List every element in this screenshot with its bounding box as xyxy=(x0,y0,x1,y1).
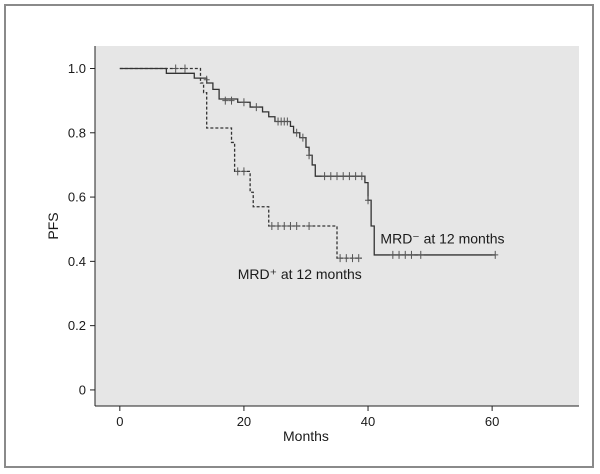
censor-mark-mrd-negative xyxy=(321,172,328,181)
censor-mark-mrd-positive xyxy=(234,167,241,176)
x-tick-label: 20 xyxy=(237,414,251,429)
series-layer xyxy=(119,64,499,263)
y-axis-label: PFS xyxy=(45,212,61,239)
km-chart: 0 20 40 60 0 0.2 0.4 0.6 0.8 1.0 MRD⁻ at 12 month… xyxy=(45,46,579,444)
censor-mark-mrd-negative xyxy=(293,128,300,137)
censor-mark-mrd-negative xyxy=(340,172,347,181)
censor-mark-mrd-negative xyxy=(417,250,424,259)
censor-mark-mrd-negative xyxy=(389,250,396,259)
censor-mark-mrd-negative xyxy=(365,196,372,205)
censor-mark-mrd-negative xyxy=(334,172,340,181)
x-tick-label: 0 xyxy=(116,414,123,429)
censor-mark-mrd-positive xyxy=(181,64,188,73)
censor-mark-mrd-negative xyxy=(306,151,313,160)
y-tick-label: 0.8 xyxy=(68,125,86,140)
annotation-layer: MRD⁻ at 12 months MRD⁺ at 12 months xyxy=(238,231,505,282)
y-tick-label: 0.4 xyxy=(68,254,86,269)
censor-mark-mrd-negative xyxy=(408,250,415,259)
censor-mark-mrd-negative xyxy=(228,96,235,105)
y-tick-label: 0 xyxy=(79,382,86,397)
y-tick-label: 0.6 xyxy=(68,190,86,205)
censor-mark-mrd-negative xyxy=(203,75,210,84)
series-line-mrd-negative xyxy=(119,67,496,256)
series-line-mrd-positive xyxy=(119,67,362,259)
censor-mark-mrd-positive xyxy=(343,254,350,263)
censor-mark-mrd-positive xyxy=(306,222,313,230)
figure-frame: 0 20 40 60 0 0.2 0.4 0.6 0.8 1.0 MRD⁻ at 12 month… xyxy=(4,4,594,468)
censor-mark-mrd-negative xyxy=(284,117,291,126)
axes: 0 20 40 60 0 0.2 0.4 0.6 0.8 1.0 xyxy=(68,46,579,429)
censor-mark-mrd-positive xyxy=(287,222,294,230)
plot-area xyxy=(95,46,579,406)
censor-mark-mrd-positive xyxy=(355,254,362,263)
x-tick-label: 40 xyxy=(361,414,375,429)
censor-mark-mrd-negative xyxy=(253,103,260,112)
censor-mark-mrd-negative xyxy=(299,133,306,142)
x-tick-label: 60 xyxy=(485,414,499,429)
censor-mark-mrd-positive xyxy=(240,167,247,176)
censor-mark-mrd-positive xyxy=(349,254,356,263)
y-tick-label: 1.0 xyxy=(68,61,86,76)
censor-mark-mrd-positive xyxy=(268,222,275,230)
censor-mark-mrd-negative xyxy=(222,96,229,105)
censor-mark-mrd-negative xyxy=(346,172,353,181)
x-axis-label: Months xyxy=(283,428,329,444)
censor-mark-mrd-negative xyxy=(402,250,409,259)
censor-mark-mrd-positive xyxy=(172,64,179,73)
annotation-mrd-positive: MRD⁺ at 12 months xyxy=(238,266,362,282)
censor-mark-mrd-negative xyxy=(352,172,359,181)
censor-mark-mrd-negative xyxy=(358,172,365,181)
censor-mark-mrd-positive xyxy=(337,254,344,263)
censor-mark-mrd-positive xyxy=(293,222,300,230)
censor-mark-mrd-negative xyxy=(492,250,499,259)
annotation-mrd-negative: MRD⁻ at 12 months xyxy=(380,231,504,247)
censor-mark-mrd-positive xyxy=(281,222,288,230)
censor-mark-mrd-positive xyxy=(275,222,282,230)
y-tick-label: 0.2 xyxy=(68,318,86,333)
censor-mark-mrd-negative xyxy=(327,172,334,181)
censor-mark-mrd-negative xyxy=(396,250,403,259)
censor-mark-mrd-negative xyxy=(240,98,247,107)
